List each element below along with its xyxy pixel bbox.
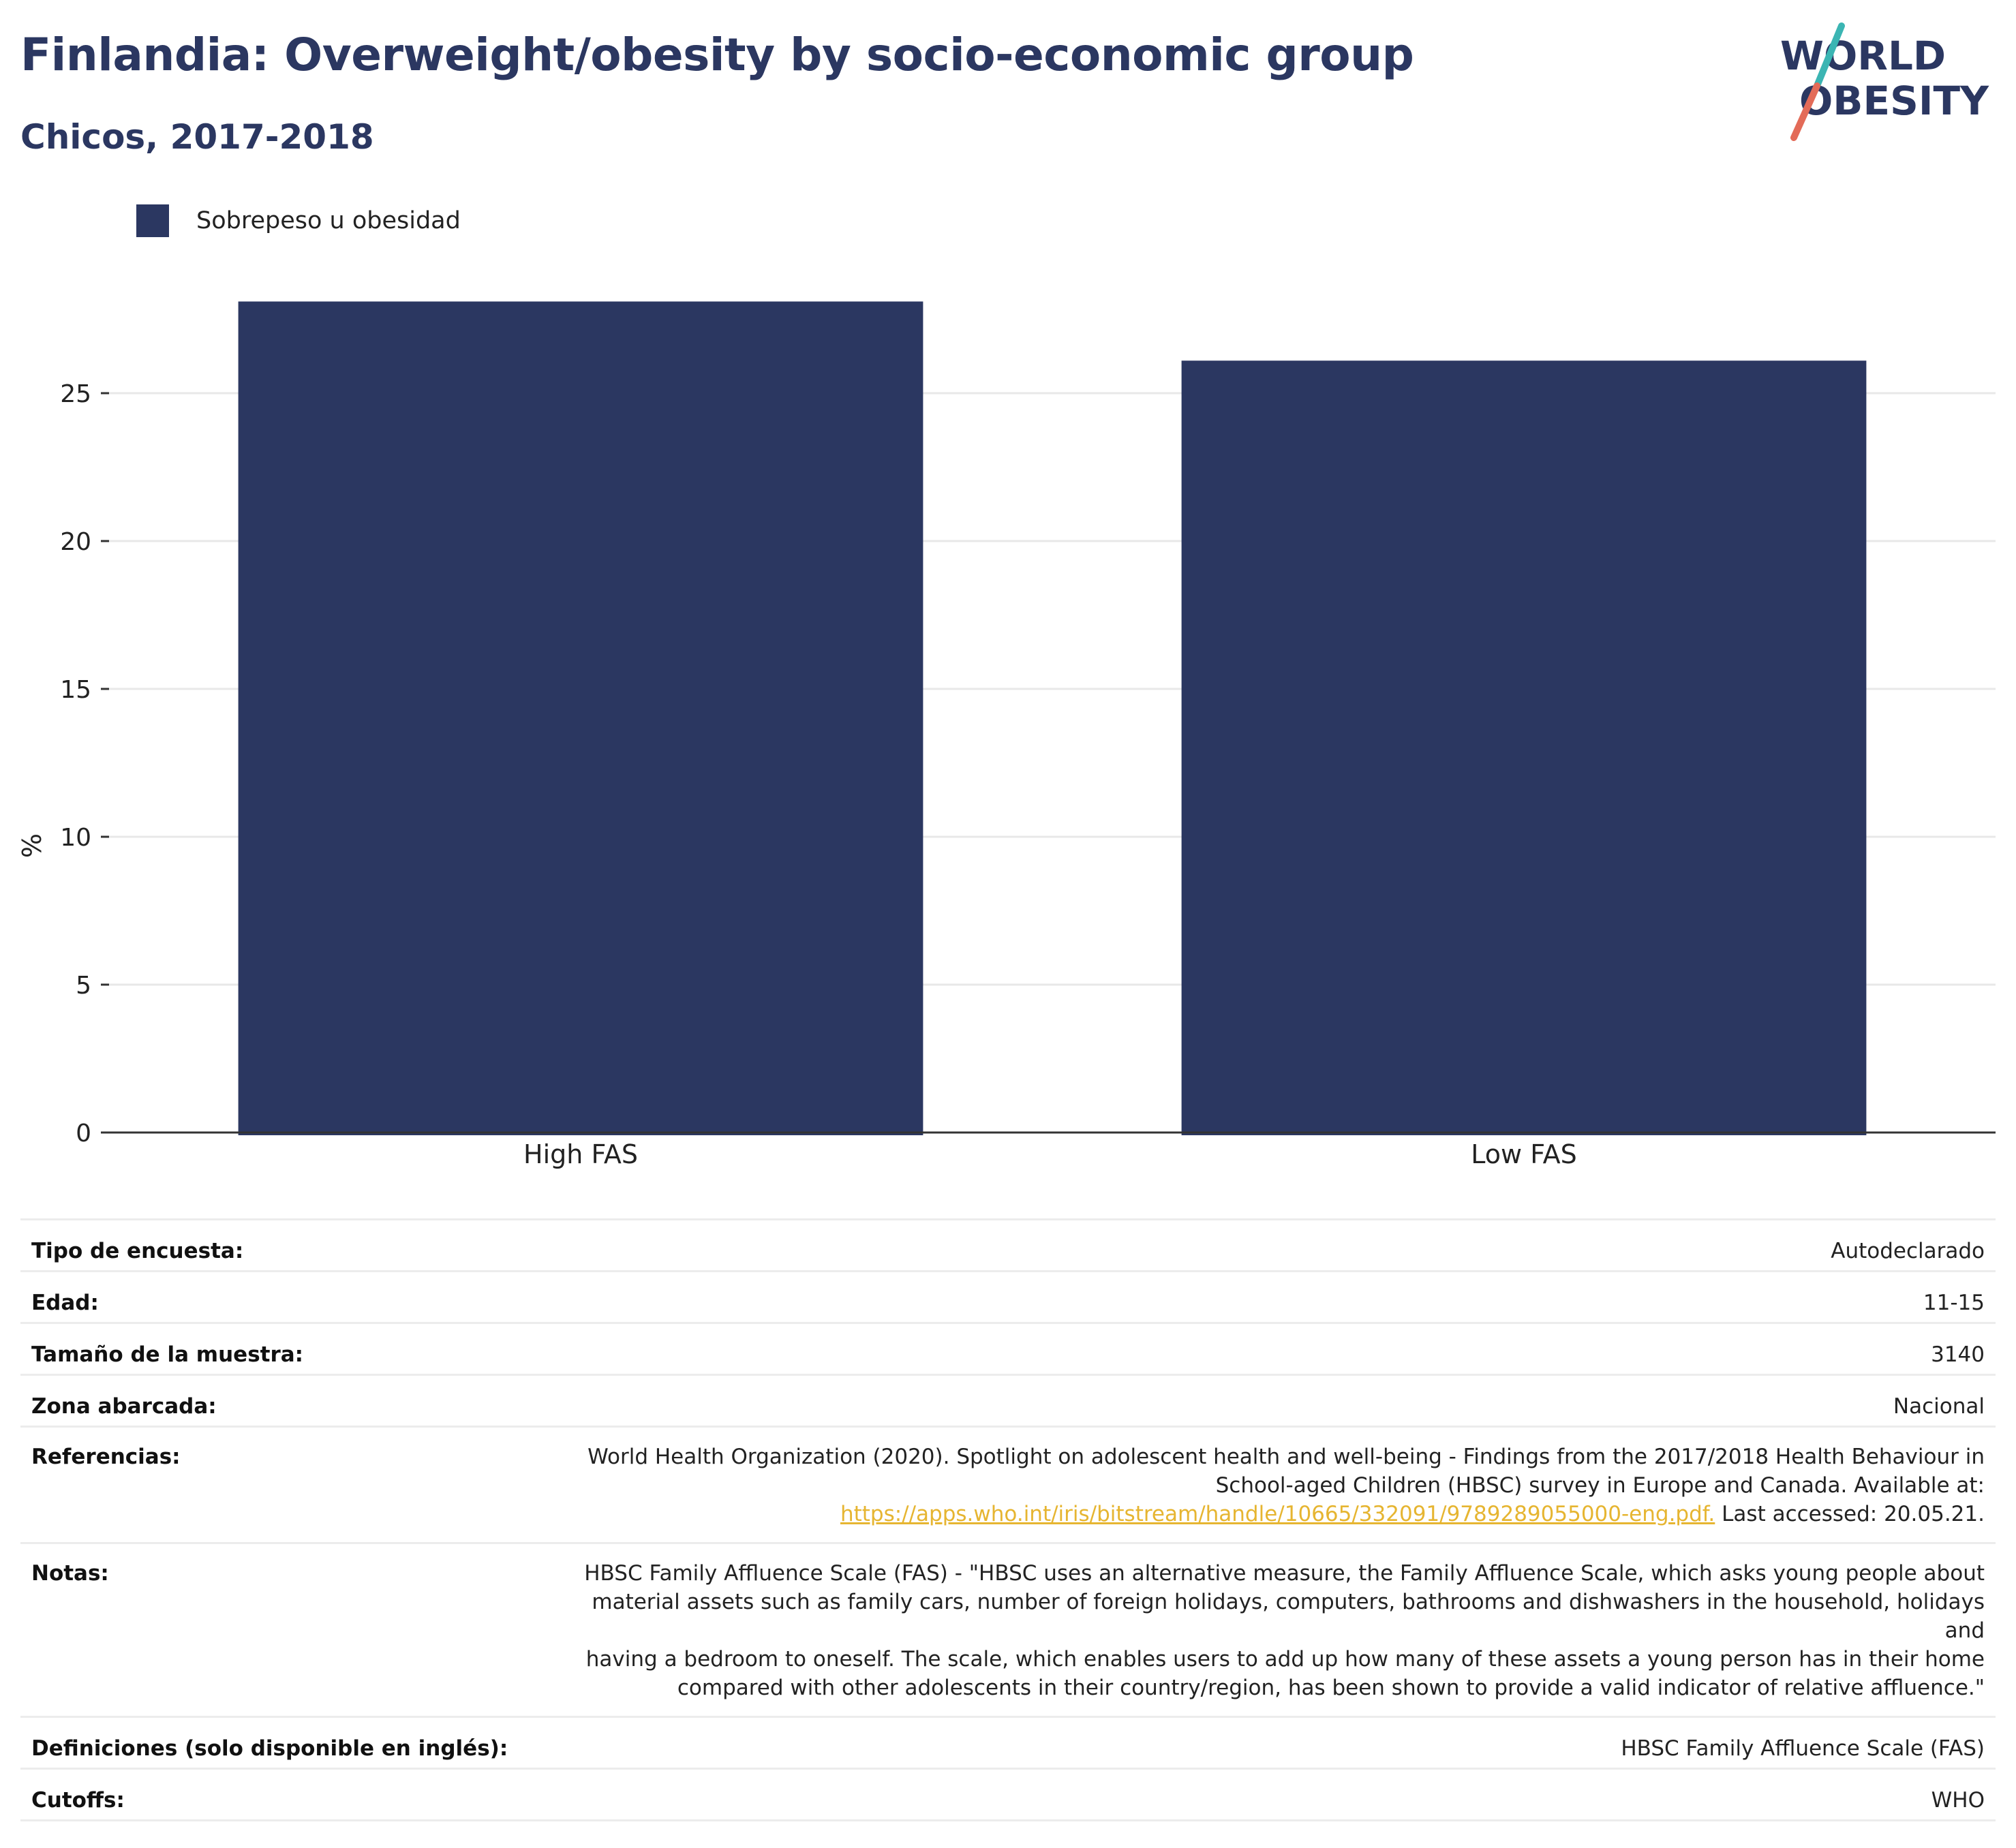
notes-value: HBSC Family Affluence Scale (FAS) - "HBS…	[549, 1542, 1996, 1718]
references-last-accessed: Last accessed: 20.05.21.	[1715, 1502, 1985, 1526]
survey-type-label: Tipo de encuesta:	[20, 1218, 549, 1272]
logo-text-world: WORLD	[1780, 33, 1946, 79]
row-references: Referencias: World Health Organization (…	[20, 1426, 1996, 1544]
definitions-label: Definiciones (solo disponible en inglés)…	[20, 1716, 549, 1770]
references-link[interactable]: https://apps.who.int/iris/bitstream/hand…	[840, 1502, 1715, 1526]
y-tick-label: 10	[60, 824, 91, 852]
notes-line-1: HBSC Family Affluence Scale (FAS) - "HBS…	[584, 1561, 1985, 1586]
x-tick-label: Low FAS	[1471, 1139, 1576, 1169]
chart-title: Finlandia: Overweight/obesity by socio-e…	[20, 29, 1414, 81]
bar-low-fas	[1181, 360, 1867, 1135]
bars	[238, 301, 1867, 1136]
world-obesity-logo: WORLD OBESITY	[1780, 22, 1989, 141]
legend: Sobrepeso u obesidad	[136, 202, 461, 240]
chart-subtitle: Chicos, 2017-2018	[20, 117, 374, 157]
row-definitions: Definiciones (solo disponible en inglés)…	[20, 1716, 1996, 1770]
notes-line-3: having a bedroom to oneself. The scale, …	[585, 1647, 1985, 1672]
logo-slash-top	[1814, 22, 1845, 89]
y-tick-label: 0	[76, 1120, 91, 1148]
metadata-table: Tipo de encuesta: Autodeclarado Edad: 11…	[20, 1218, 1996, 1821]
notes-label: Notas:	[20, 1542, 549, 1718]
sample-size-value: 3140	[549, 1322, 1996, 1376]
legend-swatch	[136, 204, 169, 237]
references-line-3: https://apps.who.int/iris/bitstream/hand…	[549, 1500, 1985, 1528]
notes-line-2: material assets such as family cars, num…	[592, 1590, 1985, 1643]
y-tick-labels: 0 5 10 15 20 25	[60, 380, 109, 1148]
y-tick-label: 15	[60, 676, 91, 704]
bar-high-fas	[238, 301, 923, 1136]
bar-chart: 0 5 10 15 20 25 High FAS Low FAS %	[17, 301, 1996, 1169]
logo-slash-bottom	[1790, 82, 1820, 141]
y-tick-label: 25	[60, 380, 91, 408]
cutoffs-value: WHO	[549, 1768, 1996, 1821]
age-label: Edad:	[20, 1270, 549, 1324]
references-value: World Health Organization (2020). Spotli…	[549, 1426, 1996, 1544]
survey-type-value: Autodeclarado	[549, 1218, 1996, 1272]
notes-line-4: compared with other adolescents in their…	[677, 1676, 1985, 1700]
x-tick-label: High FAS	[523, 1139, 638, 1169]
sample-size-label: Tamaño de la muestra:	[20, 1322, 549, 1376]
y-axis-label: %	[17, 833, 47, 858]
logo-text-obesity: OBESITY	[1799, 78, 1989, 124]
row-notes: Notas: HBSC Family Affluence Scale (FAS)…	[20, 1542, 1996, 1718]
y-tick-label: 5	[76, 972, 91, 1000]
area-value: Nacional	[549, 1374, 1996, 1428]
row-area: Zona abarcada: Nacional	[20, 1374, 1996, 1428]
y-tick-label: 20	[60, 528, 91, 556]
row-sample-size: Tamaño de la muestra: 3140	[20, 1322, 1996, 1376]
age-value: 11-15	[549, 1270, 1996, 1324]
cutoffs-label: Cutoffs:	[20, 1768, 549, 1821]
row-cutoffs: Cutoffs: WHO	[20, 1768, 1996, 1821]
references-line-2: School-aged Children (HBSC) survey in Eu…	[1215, 1473, 1985, 1498]
legend-label: Sobrepeso u obesidad	[196, 207, 461, 234]
definitions-value: HBSC Family Affluence Scale (FAS)	[549, 1716, 1996, 1770]
row-age: Edad: 11-15	[20, 1270, 1996, 1324]
references-line-1: World Health Organization (2020). Spotli…	[587, 1445, 1985, 1469]
area-label: Zona abarcada:	[20, 1374, 549, 1428]
references-label: Referencias:	[20, 1426, 549, 1544]
row-survey-type: Tipo de encuesta: Autodeclarado	[20, 1218, 1996, 1272]
x-tick-labels: High FAS Low FAS	[523, 1139, 1577, 1169]
